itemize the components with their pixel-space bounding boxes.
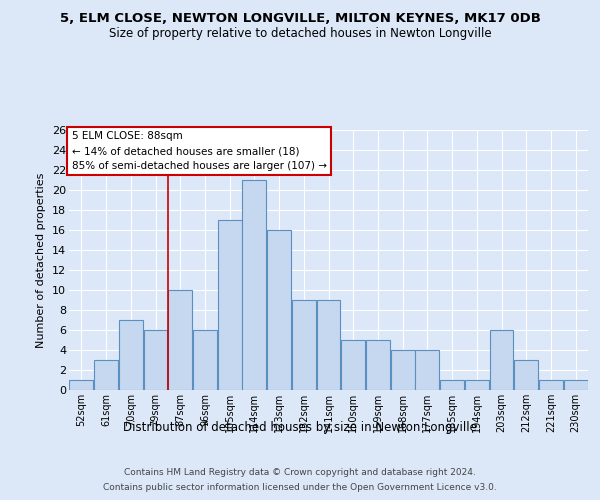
Bar <box>440 380 464 390</box>
Text: Size of property relative to detached houses in Newton Longville: Size of property relative to detached ho… <box>109 28 491 40</box>
Text: 5, ELM CLOSE, NEWTON LONGVILLE, MILTON KEYNES, MK17 0DB: 5, ELM CLOSE, NEWTON LONGVILLE, MILTON K… <box>59 12 541 26</box>
Text: Contains public sector information licensed under the Open Government Licence v3: Contains public sector information licen… <box>103 483 497 492</box>
Text: Contains HM Land Registry data © Crown copyright and database right 2024.: Contains HM Land Registry data © Crown c… <box>124 468 476 477</box>
Text: Distribution of detached houses by size in Newton Longville: Distribution of detached houses by size … <box>123 421 477 434</box>
Bar <box>490 330 514 390</box>
Bar <box>94 360 118 390</box>
Bar <box>317 300 340 390</box>
Bar <box>415 350 439 390</box>
Bar <box>218 220 242 390</box>
Bar <box>70 380 94 390</box>
Bar <box>292 300 316 390</box>
Bar <box>514 360 538 390</box>
Bar <box>391 350 415 390</box>
Bar <box>465 380 489 390</box>
Text: 5 ELM CLOSE: 88sqm
← 14% of detached houses are smaller (18)
85% of semi-detache: 5 ELM CLOSE: 88sqm ← 14% of detached hou… <box>71 132 326 171</box>
Bar <box>366 340 390 390</box>
Bar <box>341 340 365 390</box>
Bar <box>539 380 563 390</box>
Bar <box>143 330 167 390</box>
Bar <box>193 330 217 390</box>
Bar <box>563 380 587 390</box>
Bar <box>267 230 291 390</box>
Bar <box>242 180 266 390</box>
Y-axis label: Number of detached properties: Number of detached properties <box>37 172 46 348</box>
Bar <box>119 320 143 390</box>
Bar <box>168 290 192 390</box>
